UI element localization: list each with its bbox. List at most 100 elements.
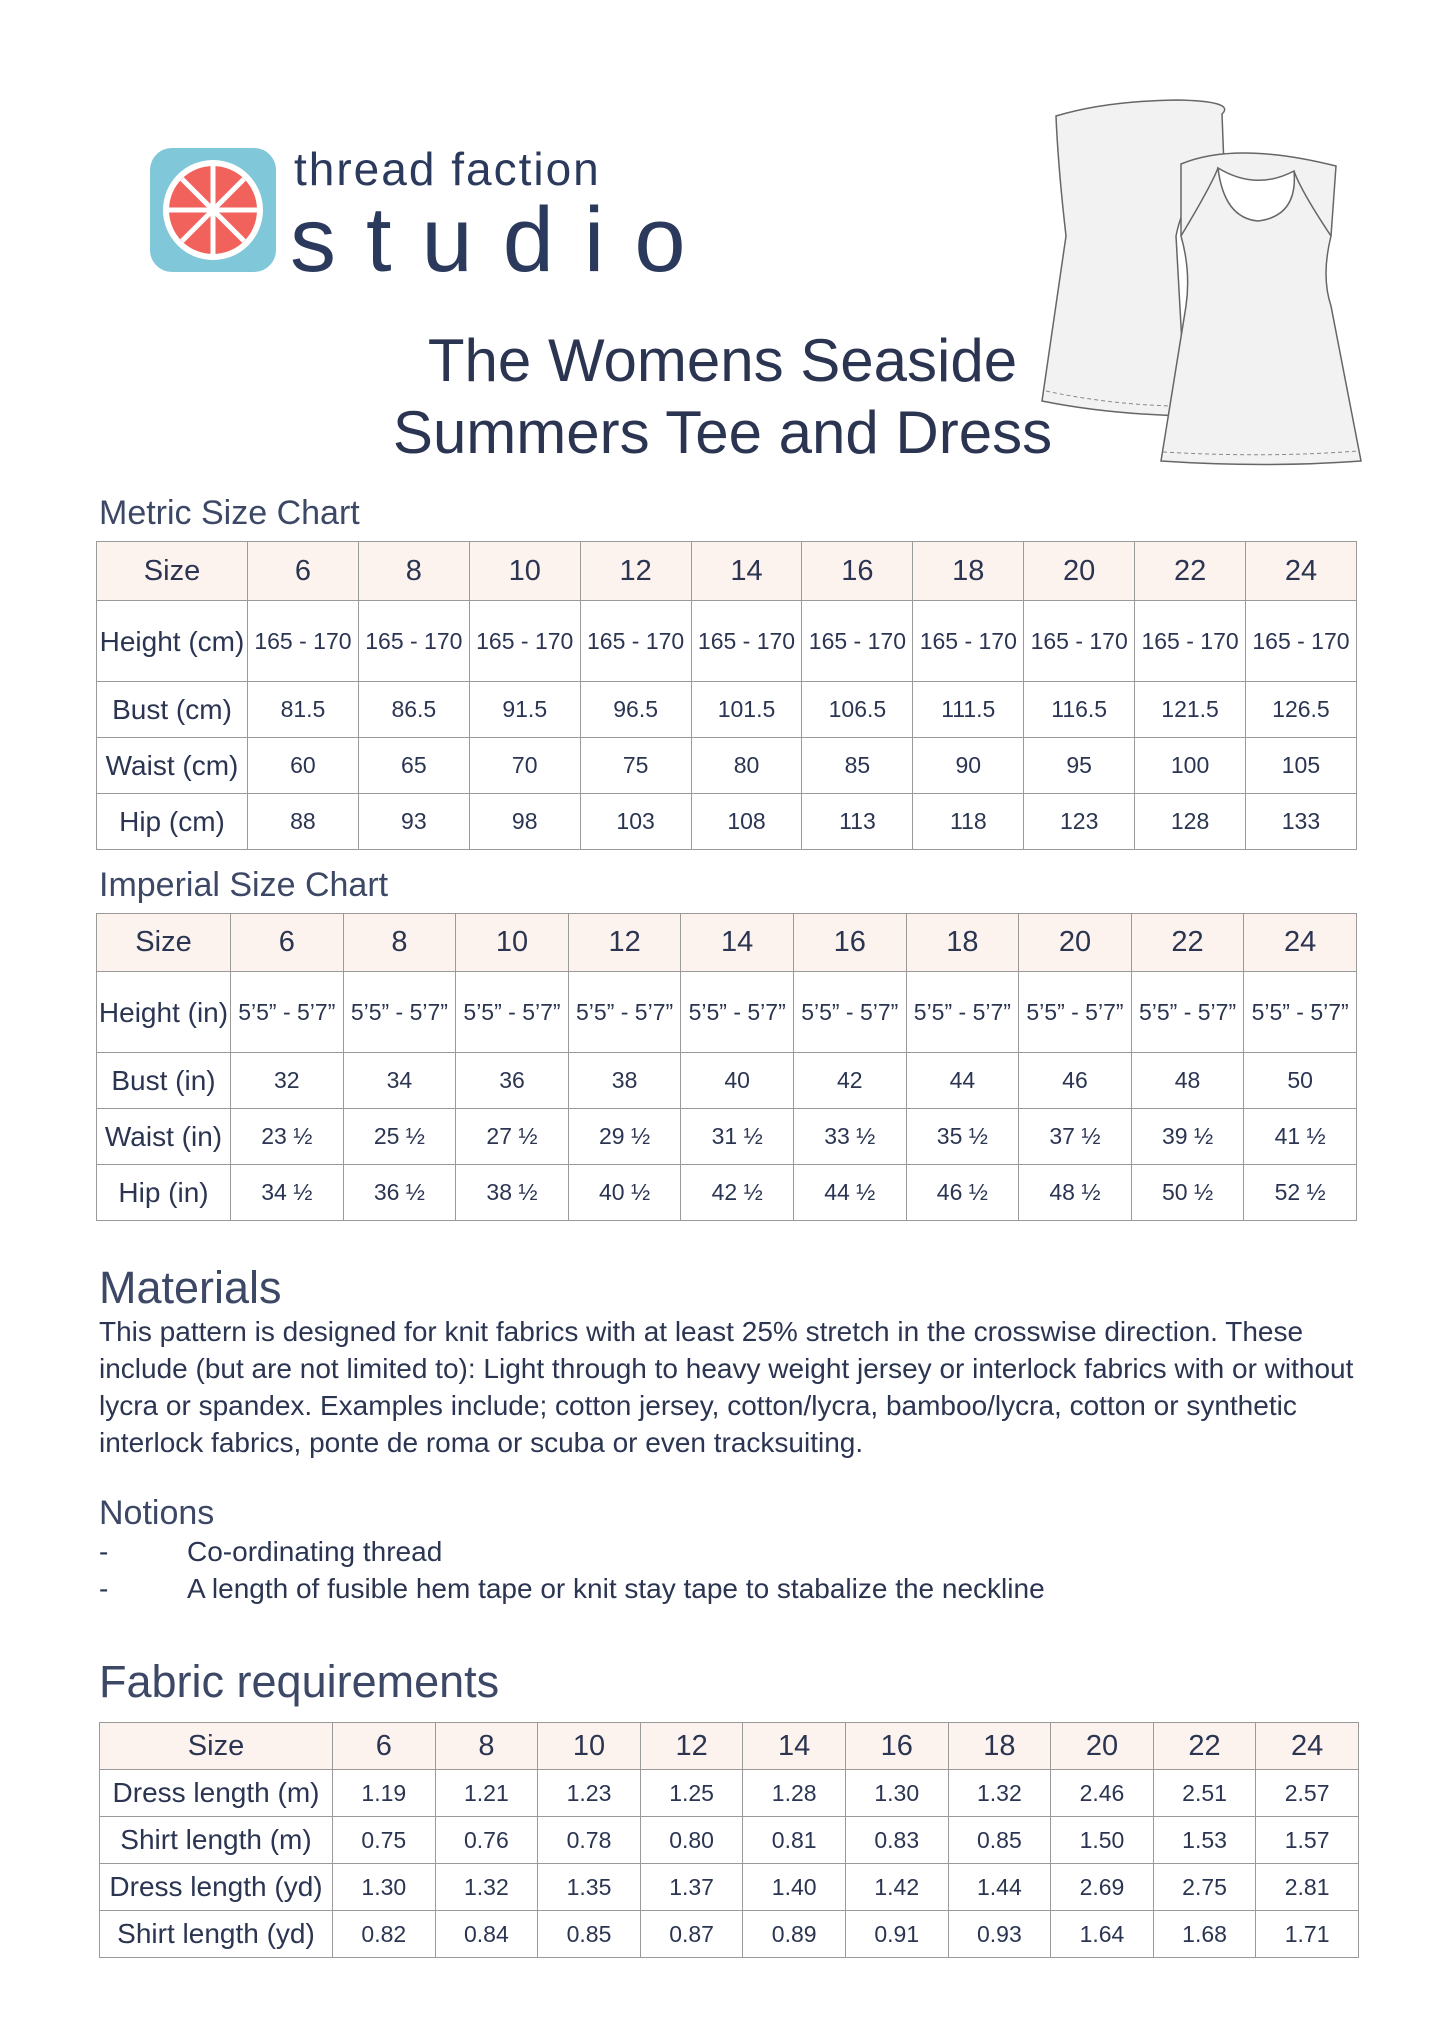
cell: 50 ½	[1130, 1164, 1245, 1221]
cell: 0.83	[844, 1816, 949, 1864]
cell: 81.5	[247, 681, 359, 738]
cell: 0.80	[639, 1816, 744, 1864]
cell: 2.46	[1050, 1769, 1154, 1817]
header-cell: 8	[357, 541, 470, 601]
cell: 1.71	[1255, 1910, 1359, 1958]
cell: 126.5	[1245, 681, 1357, 738]
cell: 0.93	[947, 1910, 1052, 1958]
header-cell: 18	[947, 1722, 1052, 1770]
cell: 1.30	[332, 1863, 436, 1911]
cell: 1.35	[537, 1863, 641, 1911]
row-label: Hip (in)	[96, 1164, 231, 1221]
header-cell: 18	[912, 541, 1025, 601]
fabric-table: Size 6 8 10 12 14 16 18 20 22 24 Dress length (m) 1.…	[99, 1722, 1359, 1958]
cell: 5’5” - 5’7”	[1130, 971, 1245, 1053]
header-cell: 10	[455, 913, 569, 972]
header-cell: 24	[1243, 913, 1357, 972]
brand-line2: studio	[290, 189, 716, 291]
title-line1: The Womens Seaside	[427, 327, 1018, 394]
cell: 165 - 170	[801, 600, 914, 682]
cell: 165 - 170	[1245, 600, 1357, 682]
header-cell: 8	[342, 913, 457, 972]
cell: 0.78	[537, 1816, 641, 1864]
cell: 32	[230, 1052, 344, 1109]
cell: 106.5	[801, 681, 914, 738]
cell: 29 ½	[567, 1108, 682, 1165]
cell: 0.85	[947, 1816, 1052, 1864]
notions-heading: Notions	[99, 1494, 215, 1532]
header-cell: 22	[1130, 913, 1245, 972]
metric-table: Size 6 8 10 12 14 16 18 20 22 24 Height (cm) 165 - 1…	[96, 541, 1357, 850]
cell: 5’5” - 5’7”	[905, 971, 1020, 1053]
cell: 91.5	[468, 681, 581, 738]
row: Height (cm) 165 - 170 165 - 170 165 - 170 16…	[96, 600, 1357, 682]
cell: 88	[247, 793, 359, 850]
cell: 34	[342, 1052, 457, 1109]
cell: 75	[579, 737, 692, 794]
brand-line1: thread faction	[294, 143, 601, 195]
materials-heading: Materials	[99, 1262, 282, 1313]
header-cell: 20	[1023, 541, 1136, 601]
cell: 116.5	[1023, 681, 1136, 738]
header-cell: 24	[1245, 541, 1357, 601]
row: Waist (in) 23 ½ 25 ½ 27 ½ 29 ½ 31 ½ 33 ½ 35 ½ 37…	[96, 1108, 1357, 1165]
header-cell: 22	[1134, 541, 1247, 601]
cell: 25 ½	[342, 1108, 457, 1165]
cell: 5’5” - 5’7”	[1018, 971, 1132, 1053]
row: Dress length (yd) 1.30 1.32 1.35 1.37 1.40 1.4…	[99, 1863, 1359, 1911]
row: Shirt length (m) 0.75 0.76 0.78 0.80 0.81 0.83…	[99, 1816, 1359, 1864]
cell: 50	[1243, 1052, 1357, 1109]
cell: 101.5	[690, 681, 803, 738]
header-cell: 16	[844, 1722, 949, 1770]
notion-item: - Co-ordinating thread	[99, 1536, 442, 1568]
cell: 113	[801, 793, 914, 850]
cell: 165 - 170	[1023, 600, 1136, 682]
header-cell: 6	[230, 913, 344, 972]
cell: 48	[1130, 1052, 1245, 1109]
cell: 1.19	[332, 1769, 436, 1817]
header-cell: 24	[1255, 1722, 1359, 1770]
header-cell: 12	[579, 541, 692, 601]
cell: 1.23	[537, 1769, 641, 1817]
cell: 34 ½	[230, 1164, 344, 1221]
header-row: Size 6 8 10 12 14 16 18 20 22 24	[96, 541, 1357, 601]
row: Bust (in) 32 34 36 38 40 42 44 46 48 50	[96, 1052, 1357, 1109]
cell: 1.64	[1050, 1910, 1154, 1958]
cell: 2.69	[1050, 1863, 1154, 1911]
cell: 0.84	[434, 1910, 539, 1958]
notion-text: A length of fusible hem tape or knit sta…	[187, 1573, 1045, 1604]
cell: 1.68	[1152, 1910, 1257, 1958]
cell: 5’5” - 5’7”	[342, 971, 457, 1053]
cell: 2.51	[1152, 1769, 1257, 1817]
fabric-heading: Fabric requirements	[99, 1656, 500, 1707]
row-label: Bust (cm)	[96, 681, 248, 738]
cell: 46 ½	[905, 1164, 1020, 1221]
cell: 100	[1134, 737, 1247, 794]
row: Dress length (m) 1.19 1.21 1.23 1.25 1.28 1.30…	[99, 1769, 1359, 1817]
cell: 35 ½	[905, 1108, 1020, 1165]
cell: 0.75	[332, 1816, 436, 1864]
cell: 85	[801, 737, 914, 794]
cell: 93	[357, 793, 470, 850]
cell: 41 ½	[1243, 1108, 1357, 1165]
imperial-title: Imperial Size Chart	[99, 866, 389, 904]
header-cell: 6	[332, 1722, 436, 1770]
cell: 1.42	[844, 1863, 949, 1911]
header-cell: 20	[1050, 1722, 1154, 1770]
row-label: Waist (cm)	[96, 737, 248, 794]
cell: 1.53	[1152, 1816, 1257, 1864]
imperial-table: Size 6 8 10 12 14 16 18 20 22 24 Height (in) 5’5” - …	[96, 913, 1357, 1221]
cell: 2.81	[1255, 1863, 1359, 1911]
header-cell: 22	[1152, 1722, 1257, 1770]
cell: 1.44	[947, 1863, 1052, 1911]
row-label: Height (cm)	[96, 600, 248, 682]
cell: 123	[1023, 793, 1136, 850]
row: Waist (cm) 60 65 70 75 80 85 90 95 100 105	[96, 737, 1357, 794]
cell: 1.30	[844, 1769, 949, 1817]
row: Hip (cm) 88 93 98 103 108 113 118 123 128 133	[96, 793, 1357, 850]
cell: 0.89	[742, 1910, 846, 1958]
cell: 38 ½	[455, 1164, 569, 1221]
cell: 5’5” - 5’7”	[567, 971, 682, 1053]
header-cell: 12	[639, 1722, 744, 1770]
